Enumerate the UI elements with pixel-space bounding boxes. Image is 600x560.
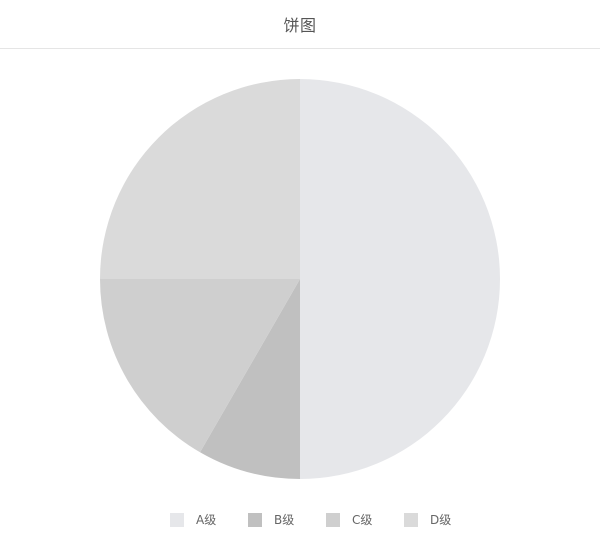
pie-slice-3[interactable] <box>100 279 300 453</box>
legend-label-2: B级 <box>274 513 294 527</box>
legend-item-3[interactable]: C级 <box>326 513 372 527</box>
legend-swatch-1 <box>170 513 184 527</box>
legend-label-3: C级 <box>352 513 372 527</box>
legend-label-4: D级 <box>430 513 451 527</box>
pie-chart-container: A级 B级 C级 D级 <box>0 50 600 560</box>
legend-swatch-4 <box>404 513 418 527</box>
pie-chart: A级 B级 C级 D级 <box>100 79 500 527</box>
legend-label-1: A级 <box>196 513 216 527</box>
pie-slice-2[interactable] <box>200 279 300 479</box>
legend: A级 B级 C级 D级 <box>170 513 451 527</box>
legend-swatch-2 <box>248 513 262 527</box>
pie-slice-4[interactable] <box>100 79 300 279</box>
chart-title: 饼图 <box>283 16 317 35</box>
pie-slice-1[interactable] <box>300 79 500 479</box>
chart-header: 饼图 <box>0 0 600 49</box>
legend-item-2[interactable]: B级 <box>248 513 294 527</box>
legend-swatch-3 <box>326 513 340 527</box>
legend-item-4[interactable]: D级 <box>404 513 451 527</box>
pie-slices <box>100 79 500 479</box>
legend-item-1[interactable]: A级 <box>170 513 216 527</box>
